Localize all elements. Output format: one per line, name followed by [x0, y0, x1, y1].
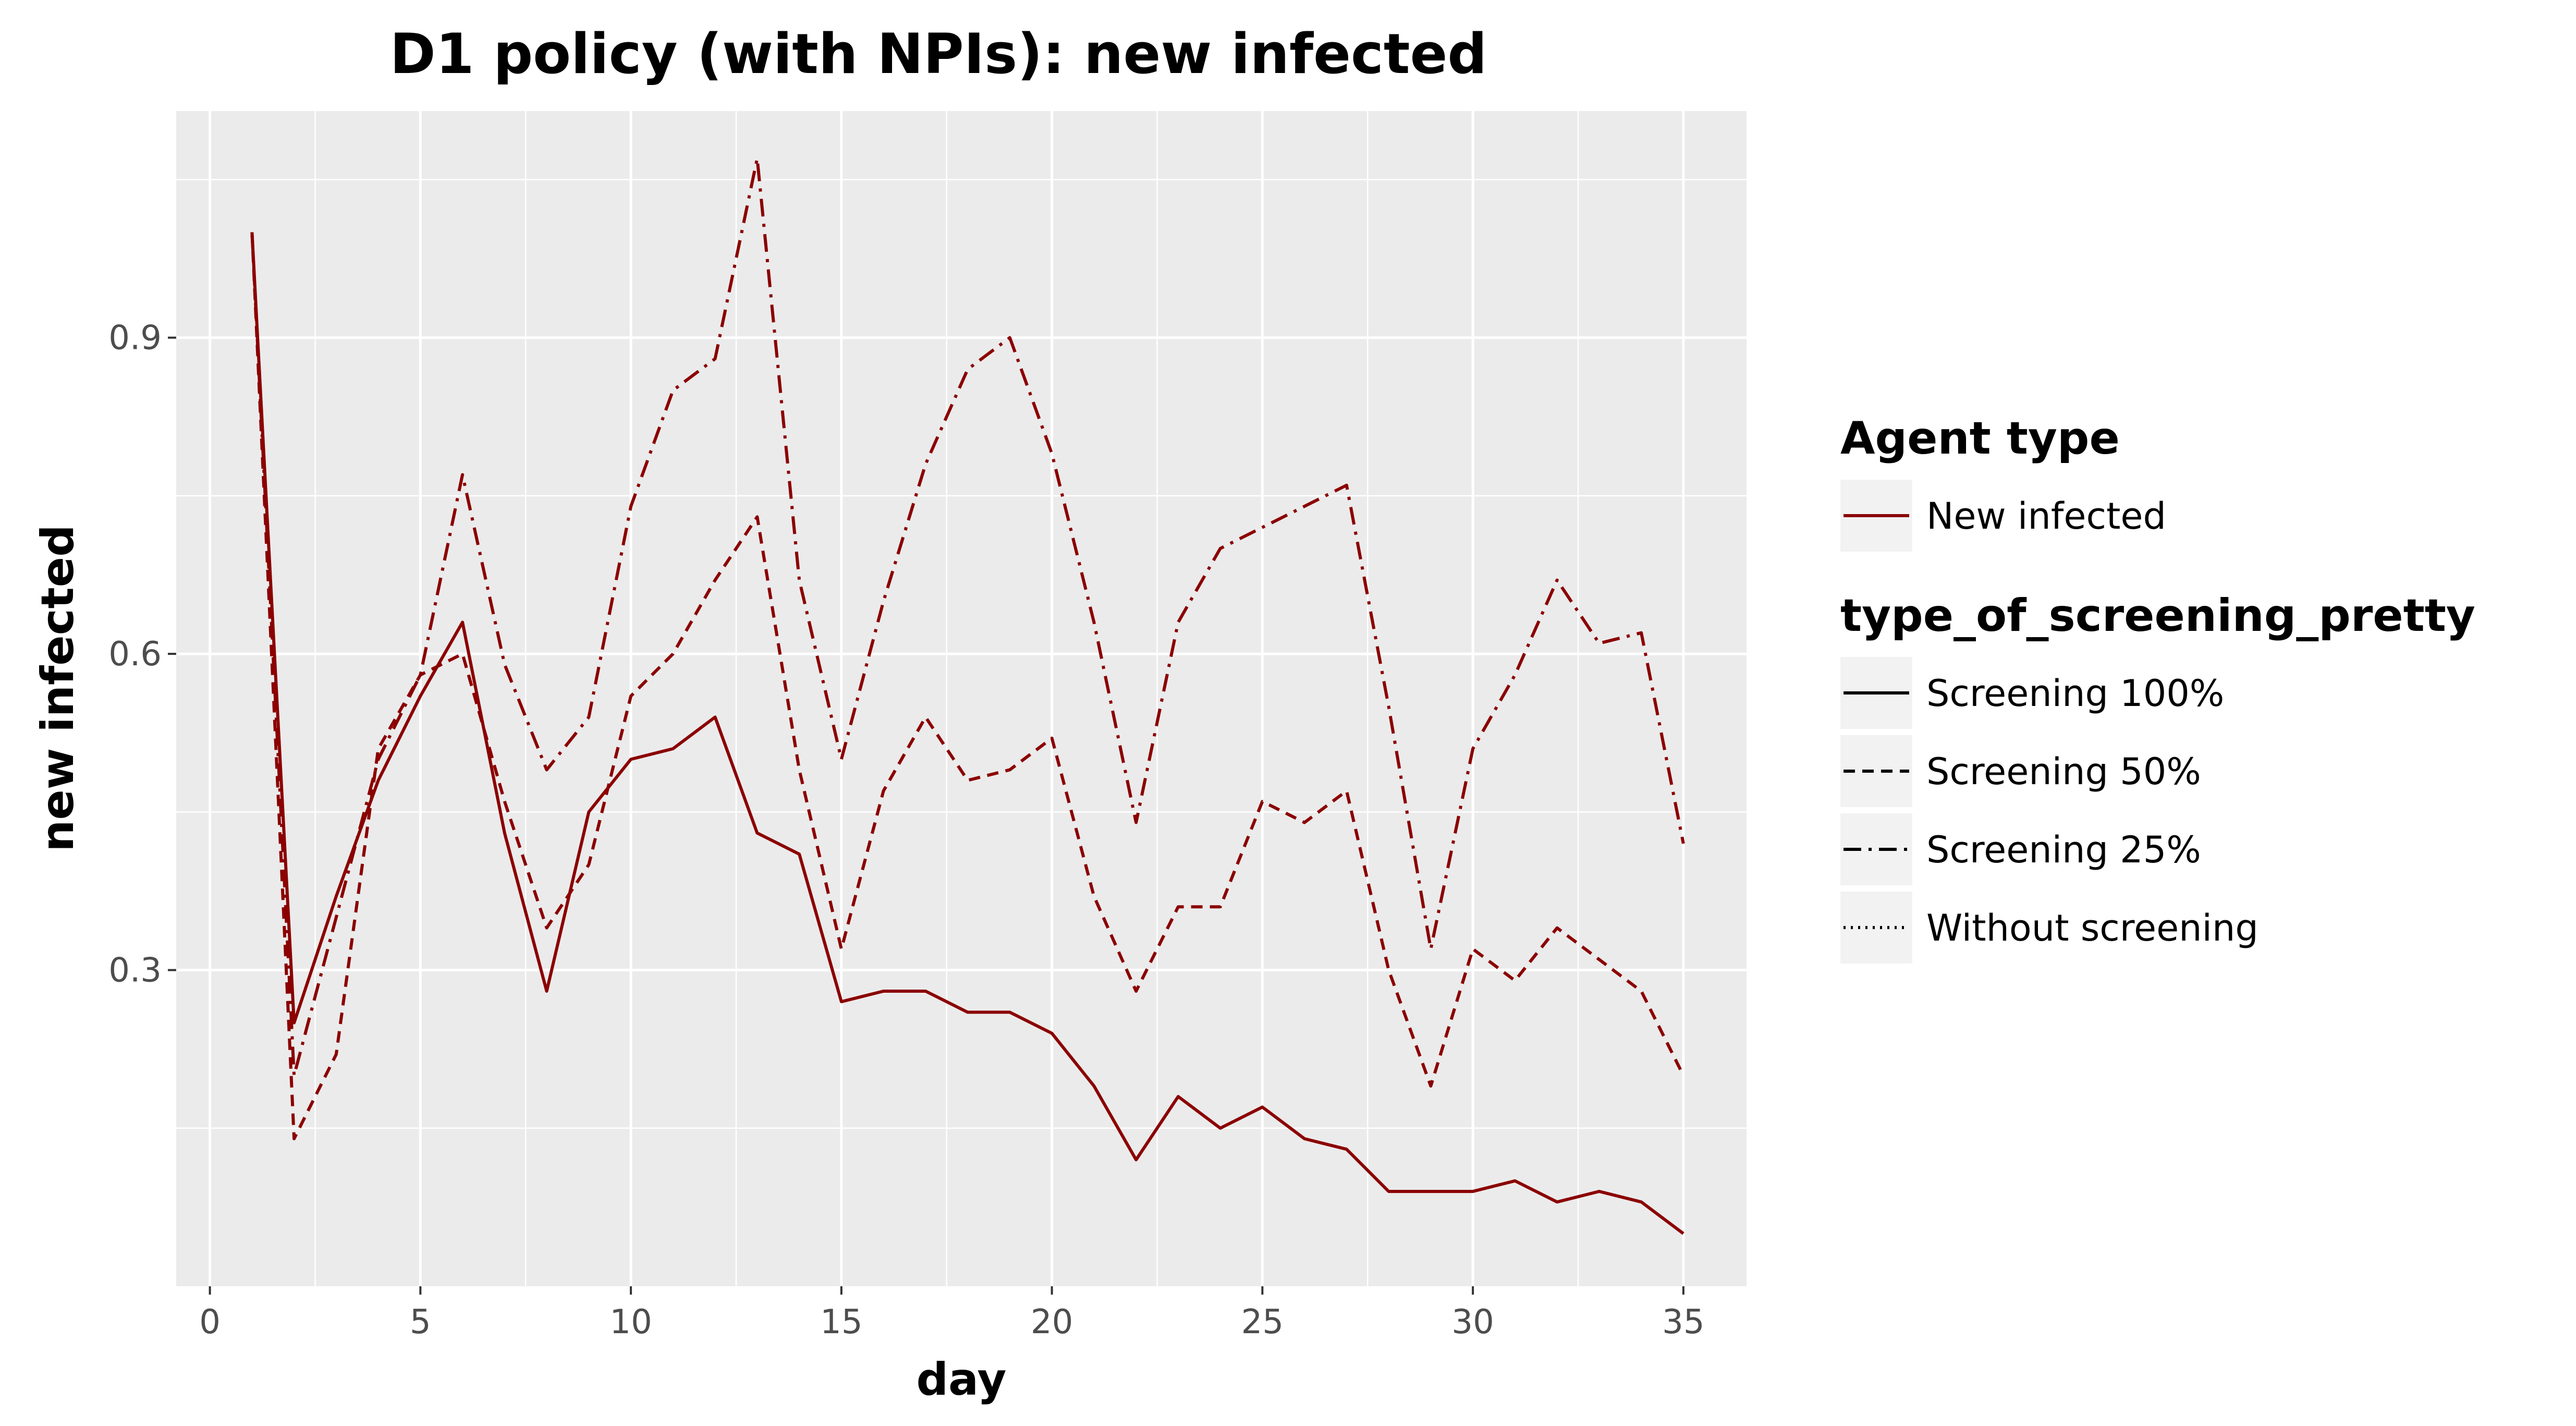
x-tick-label: 30	[1451, 1303, 1494, 1342]
legend-label: New infected	[1926, 495, 2166, 538]
legend-label: Screening 25%	[1926, 828, 2201, 871]
x-tick-label: 35	[1662, 1303, 1704, 1342]
legend-label: Without screening	[1926, 907, 2258, 949]
series-line	[250, 232, 1684, 1235]
y-tick-label: 0.9	[108, 319, 162, 358]
x-axis-title: day	[916, 1354, 1006, 1406]
legend-label: Screening 50%	[1926, 750, 2201, 793]
x-axis-ticks: 0 5 10 15 20 25 30 35	[199, 1286, 1705, 1342]
x-tick-label: 0	[199, 1303, 221, 1342]
legend-label: Screening 100%	[1926, 672, 2224, 715]
legend-title: Agent type	[1840, 412, 2120, 465]
x-tick-label: 5	[410, 1303, 431, 1342]
series-lines	[250, 156, 1685, 1235]
x-tick-label: 15	[820, 1303, 862, 1342]
series-line	[250, 232, 1685, 1140]
y-axis-ticks: 0.3 0.6 0.9	[108, 319, 176, 990]
y-tick-label: 0.3	[108, 952, 162, 990]
y-tick-label: 0.6	[108, 635, 162, 674]
series-line	[250, 156, 1685, 1077]
x-tick-label: 10	[609, 1303, 652, 1342]
legend: Agent type New infected type_of_screening_…	[1840, 412, 2475, 964]
chart-title: D1 policy (with NPIs): new infected	[390, 22, 1487, 86]
legend-title: type_of_screening_pretty	[1840, 590, 2475, 642]
x-tick-label: 20	[1031, 1303, 1073, 1342]
plot-panel	[176, 111, 1747, 1286]
grid-lines	[176, 111, 1747, 1286]
y-axis-title: new infected	[32, 525, 84, 851]
x-tick-label: 25	[1241, 1303, 1284, 1342]
